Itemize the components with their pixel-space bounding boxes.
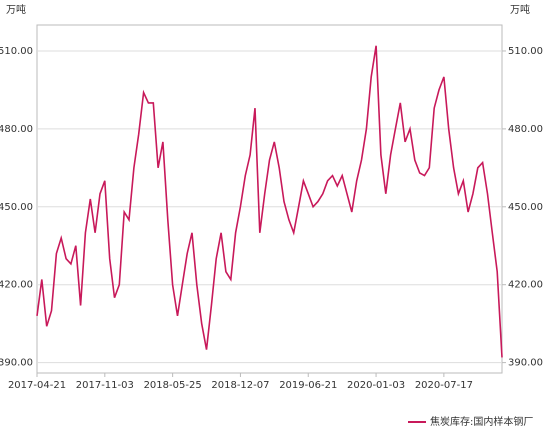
series-line — [36, 45, 503, 358]
y2-tick-label: 510.00 — [508, 46, 543, 57]
y2-tick-label: 420.00 — [508, 280, 543, 291]
x-tick-label: 2018-12-07 — [211, 380, 269, 391]
y-tick-label: 420.00 — [0, 280, 33, 291]
y2-tick-label: 390.00 — [508, 358, 543, 369]
plot-frame — [36, 24, 503, 374]
y-tick-label: 510.00 — [0, 46, 33, 57]
x-tick-label: 2018-05-25 — [144, 380, 202, 391]
y2-tick-label: 480.00 — [508, 124, 543, 135]
y-tick-label: 450.00 — [0, 202, 33, 213]
x-tick-label: 2017-04-21 — [8, 380, 66, 391]
legend-label: 焦炭库存:国内样本钢厂 — [430, 415, 533, 428]
y2-tick-label: 450.00 — [508, 202, 543, 213]
x-tick-label: 2019-06-21 — [279, 380, 337, 391]
x-tick-label: 2017-11-03 — [76, 380, 134, 391]
x-tick-label: 2020-01-03 — [347, 380, 405, 391]
y-unit: 万吨 — [6, 3, 26, 16]
y2-unit: 万吨 — [510, 3, 530, 16]
y-tick-label: 390.00 — [0, 358, 33, 369]
x-tick-label: 2020-07-17 — [415, 380, 473, 391]
y-tick-label: 480.00 — [0, 124, 33, 135]
